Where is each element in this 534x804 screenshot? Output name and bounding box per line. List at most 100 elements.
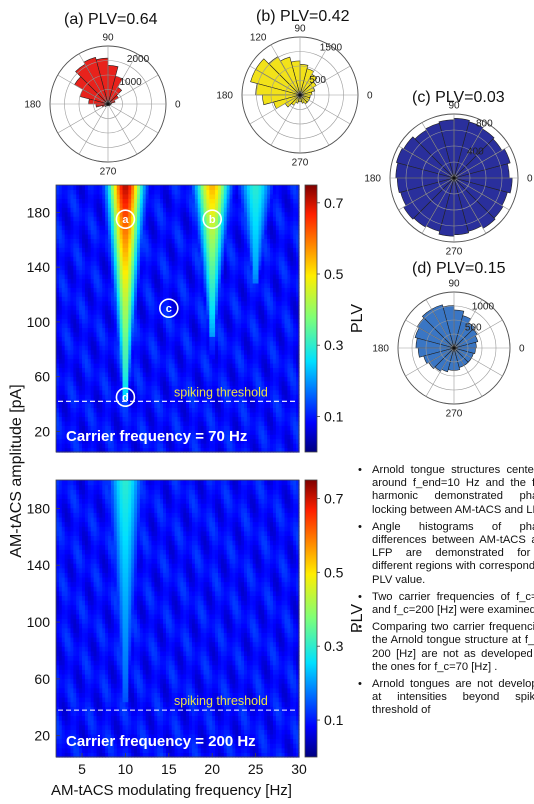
heatmap-cell (61, 220, 66, 226)
heatmap-cell (105, 425, 109, 431)
heatmap-cell (116, 309, 121, 315)
heatmap-cell (84, 216, 89, 222)
heatmap-cell (64, 322, 69, 328)
heatmap-cell (110, 349, 115, 355)
heatmap-cell (96, 403, 100, 409)
heatmap-cell (84, 278, 89, 284)
heatmap-cell (61, 238, 66, 244)
heatmap-cell (79, 403, 83, 409)
heatmap-cell (79, 438, 83, 444)
heatmap-cell (139, 443, 144, 449)
heatmap-cell (99, 296, 103, 302)
heatmap-cell (125, 305, 129, 311)
heatmap-cell (93, 425, 98, 431)
heatmap-cell (110, 420, 115, 426)
heatmap-cell (131, 425, 135, 431)
heatmap-cell (73, 202, 77, 208)
heatmap-cell (137, 269, 141, 275)
heatmap-cell (102, 411, 106, 417)
heatmap-cell (119, 447, 124, 453)
heatmap-cell (116, 189, 121, 195)
heatmap-cell (139, 434, 144, 440)
heatmap-cell (134, 247, 138, 253)
heatmap-cell (142, 265, 147, 271)
heatmap-cell (73, 256, 77, 262)
heatmap-cell (113, 309, 118, 315)
heatmap-cell (90, 207, 95, 213)
heatmap-cell (70, 229, 74, 235)
heatmap-cell (102, 380, 106, 386)
heatmap-cell (76, 322, 80, 328)
heatmap-cell (116, 407, 121, 413)
heatmap-cell (76, 331, 80, 337)
heatmap-cell (84, 354, 89, 360)
heatmap-cell (105, 336, 109, 342)
heatmap-cell (113, 291, 118, 297)
heatmap-cell (113, 434, 118, 440)
heatmap-cell (73, 207, 77, 213)
heatmap-cell (134, 251, 138, 257)
heatmap-cell (87, 216, 92, 222)
heatmap-cell (61, 269, 66, 275)
heatmap-cell (70, 389, 74, 395)
heatmap-cell (73, 216, 77, 222)
heatmap-cell (99, 438, 103, 444)
heatmap-cell (96, 385, 100, 391)
heatmap-cell (61, 296, 66, 302)
heatmap-cell (99, 327, 103, 333)
heatmap-cell (108, 345, 112, 351)
heatmap-cell (139, 238, 144, 244)
heatmap-cell (70, 278, 74, 284)
heatmap-cell (119, 216, 124, 222)
heatmap-cell (108, 189, 112, 195)
heatmap-cell (137, 211, 141, 217)
heatmap-cell (128, 278, 132, 284)
heatmap-cell (113, 407, 118, 413)
heatmap-cell (116, 380, 121, 386)
heatmap-cell (61, 389, 66, 395)
heatmap-cell (128, 211, 132, 217)
heatmap-cell (119, 354, 124, 360)
heatmap-cell (113, 305, 118, 311)
heatmap-cell (137, 358, 141, 364)
heatmap-cell (139, 193, 144, 199)
heatmap-cell (105, 411, 109, 417)
heatmap-cell (131, 376, 135, 382)
heatmap-cell (137, 300, 141, 306)
heatmap-cell (76, 363, 80, 369)
heatmap-cell (58, 345, 63, 351)
heatmap-cell (87, 354, 92, 360)
heatmap-cell (99, 291, 103, 297)
heatmap-cell (58, 336, 63, 342)
heatmap-cell (56, 403, 60, 409)
heatmap-cell (105, 216, 109, 222)
heatmap-cell (84, 242, 89, 248)
heatmap-cell (139, 394, 144, 400)
heatmap-cell (116, 345, 121, 351)
heatmap-cell (58, 349, 63, 355)
heatmap-cell (76, 389, 80, 395)
heatmap-cell (96, 309, 100, 315)
heatmap-cell (131, 193, 135, 199)
heatmap-cell (64, 225, 69, 231)
heatmap-cell (58, 247, 63, 253)
heatmap-cell (76, 358, 80, 364)
heatmap-cell (93, 322, 98, 328)
heatmap-cell (56, 429, 60, 435)
heatmap-cell (137, 238, 141, 244)
heatmap-cell (93, 438, 98, 444)
heatmap-cell (90, 394, 95, 400)
heatmap-cell (128, 322, 132, 328)
heatmap-cell (142, 358, 147, 364)
heatmap-cell (87, 256, 92, 262)
heatmap-cell (113, 278, 118, 284)
heatmap-cell (64, 260, 69, 266)
heatmap-cell (82, 265, 86, 271)
heatmap-cell (76, 429, 80, 435)
heatmap-cell (93, 318, 98, 324)
heatmap-cell (113, 380, 118, 386)
heatmap-cell (67, 216, 72, 222)
heatmap-cell (93, 274, 98, 280)
heatmap-cell (128, 354, 132, 360)
heatmap-cell (105, 349, 109, 355)
